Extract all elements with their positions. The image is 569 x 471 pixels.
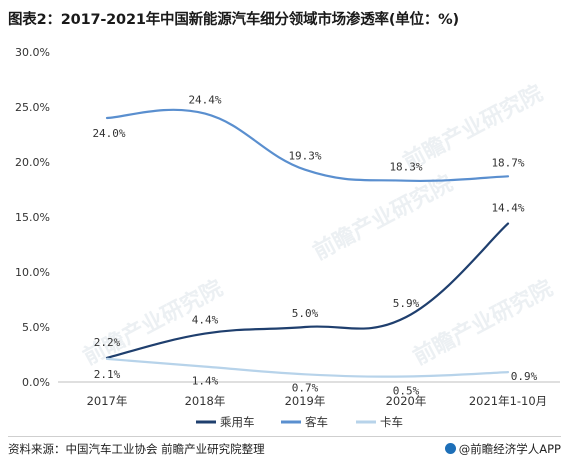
- chart-title: 图表2：2017-2021年中国新能源汽车细分领域市场渗透率(单位：%): [8, 12, 459, 28]
- y-tick-label: 15.0%: [15, 211, 50, 224]
- bus-data-label: 24.0%: [92, 127, 125, 140]
- truck-data-label: 1.4%: [192, 375, 219, 388]
- passenger-car-series-line: [105, 222, 510, 359]
- passenger-car-data-label: 14.4%: [491, 202, 524, 215]
- truck-data-label: 0.9%: [511, 370, 538, 383]
- bus-data-label: 18.3%: [389, 161, 422, 174]
- x-tick-label: 2021年1-10月: [469, 394, 547, 408]
- passenger-car-data-label: 2.2%: [94, 336, 121, 349]
- x-tick-label: 2018年: [185, 394, 226, 408]
- y-tick-label: 5.0%: [22, 321, 50, 334]
- passenger-car-data-label: 4.4%: [192, 314, 219, 327]
- passenger-car-data-label: 5.9%: [393, 297, 420, 310]
- y-tick-label: 0.0%: [22, 376, 50, 389]
- footer-divider: [8, 436, 561, 437]
- truck-legend-label: 卡车: [380, 415, 403, 429]
- x-tick-label: 2017年: [87, 394, 128, 408]
- passenger-car-legend-label: 乘用车: [220, 415, 255, 429]
- passenger-car-data-label: 5.0%: [292, 307, 319, 320]
- truck-data-label: 0.7%: [292, 381, 319, 394]
- brand-logo-icon: [444, 443, 456, 454]
- y-tick-label: 10.0%: [15, 266, 50, 279]
- bus-data-label: 24.4%: [188, 94, 221, 107]
- x-tick-label: 2019年: [285, 394, 326, 408]
- bus-data-label: 19.3%: [288, 150, 321, 163]
- truck-series-line: [105, 357, 510, 378]
- y-tick-label: 25.0%: [15, 101, 50, 114]
- x-tick-label: 2020年: [386, 394, 427, 408]
- truck-data-label: 2.1%: [94, 368, 121, 381]
- y-tick-label: 20.0%: [15, 156, 50, 169]
- brand-text: @前瞻经济学人APP: [444, 441, 561, 457]
- bus-legend-label: 客车: [305, 415, 328, 429]
- bus-series-line: [105, 108, 510, 183]
- source-text: 资料来源：中国汽车工业协会 前瞻产业研究院整理: [8, 442, 265, 456]
- brand-label: @前瞻经济学人APP: [458, 442, 561, 456]
- bus-data-label: 18.7%: [491, 156, 524, 169]
- truck-data-label: 0.5%: [393, 385, 420, 398]
- y-tick-label: 30.0%: [15, 46, 50, 59]
